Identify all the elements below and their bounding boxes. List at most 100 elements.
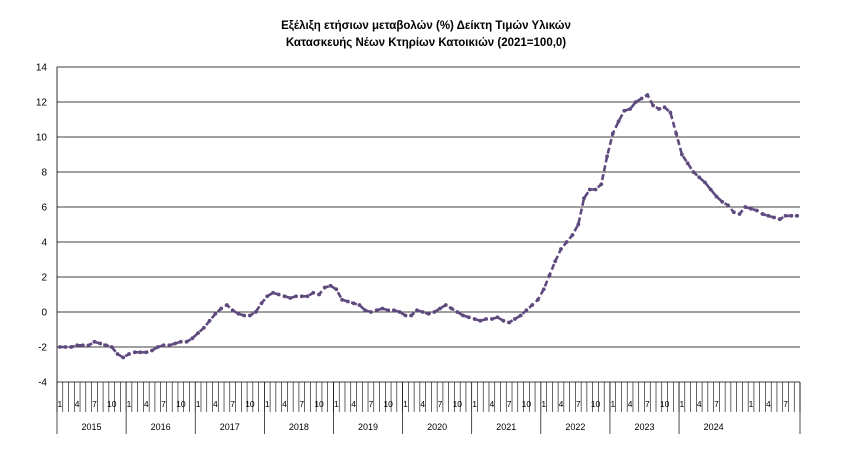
data-point (104, 343, 108, 348)
data-point (225, 303, 229, 307)
data-point (311, 290, 316, 295)
x-month-label: 10 (314, 399, 324, 409)
x-month-label: 7 (230, 399, 235, 409)
data-point (253, 310, 258, 314)
data-point (161, 343, 166, 348)
data-point (754, 208, 759, 213)
x-month-label: 7 (161, 399, 166, 409)
data-point (697, 175, 702, 180)
x-month-label: 10 (383, 399, 393, 409)
x-month-label: 7 (92, 399, 97, 409)
data-point (668, 110, 673, 115)
x-month-label: 1 (541, 399, 546, 409)
data-point (357, 303, 362, 307)
data-point (789, 213, 794, 218)
data-point (576, 222, 581, 227)
data-point (190, 336, 195, 341)
x-year-label: 2017 (220, 422, 240, 432)
data-point (351, 301, 356, 306)
data-point (242, 313, 247, 318)
data-point (178, 339, 183, 344)
y-tick-label: -4 (38, 378, 47, 389)
data-point (587, 187, 592, 192)
data-point (265, 294, 270, 299)
data-point (58, 345, 62, 349)
x-month-label: 4 (697, 399, 702, 409)
data-point (75, 343, 80, 348)
data-point (144, 350, 149, 355)
data-point (610, 131, 615, 136)
data-point (651, 103, 655, 108)
data-point (501, 318, 506, 323)
x-month-label: 4 (351, 399, 356, 409)
x-month-label: 10 (107, 399, 117, 409)
data-point (374, 308, 379, 313)
data-point (466, 315, 471, 320)
data-point (317, 292, 321, 297)
data-point (386, 308, 391, 313)
data-point (478, 318, 483, 323)
data-point (207, 318, 212, 323)
data-point (662, 105, 667, 110)
data-point (639, 96, 644, 101)
x-year-label: 2016 (151, 422, 171, 432)
data-point (708, 187, 713, 192)
data-point (340, 297, 344, 302)
data-point (599, 182, 604, 187)
data-point (553, 259, 558, 264)
x-year-label: 2024 (704, 422, 724, 432)
data-point (196, 331, 201, 335)
data-point (726, 203, 730, 208)
data-point (564, 240, 569, 244)
data-point (680, 152, 684, 157)
data-point (282, 294, 287, 299)
data-point (132, 350, 137, 355)
data-point (299, 294, 304, 299)
x-month-label: 10 (660, 399, 670, 409)
data-point (69, 345, 74, 349)
data-point (622, 108, 627, 113)
y-tick-label: 4 (41, 238, 47, 249)
data-point (438, 306, 442, 311)
x-month-label: 7 (438, 399, 443, 409)
x-month-label: 10 (522, 399, 532, 409)
chart-title-line-2: Κατασκευής Νέων Κτηρίων Κατοικιών (2021=… (285, 37, 567, 49)
data-point (513, 317, 517, 321)
data-point (173, 341, 178, 346)
data-point (167, 343, 172, 348)
x-year-label: 2020 (427, 422, 447, 432)
data-point (455, 310, 460, 314)
data-point (495, 315, 500, 320)
data-point (605, 154, 609, 159)
x-month-label: 4 (766, 399, 771, 409)
y-tick-label: 0 (41, 308, 47, 319)
y-tick-label: 14 (36, 63, 48, 74)
data-point (714, 194, 719, 199)
data-point (657, 107, 661, 111)
data-point (121, 355, 126, 360)
x-month-label: 7 (369, 399, 374, 409)
x-month-label: 4 (213, 399, 218, 409)
x-month-label: 4 (489, 399, 494, 409)
data-point (472, 317, 477, 321)
data-point (570, 233, 575, 237)
x-month-label: 10 (453, 399, 463, 409)
x-month-label: 10 (591, 399, 601, 409)
data-point (737, 212, 742, 216)
data-point (731, 210, 736, 215)
y-tick-label: 6 (41, 203, 47, 214)
x-month-label: 4 (628, 399, 633, 409)
data-point (346, 299, 350, 304)
x-month-label: 4 (75, 399, 80, 409)
data-point (219, 306, 224, 311)
data-point (213, 311, 218, 316)
x-month-label: 7 (714, 399, 719, 409)
chart-title-line-1: Εξέλιξη ετήσιων μεταβολών (%) Δείκτη Τιμ… (281, 20, 571, 32)
data-point (582, 196, 586, 201)
data-point (184, 339, 189, 344)
data-point (559, 247, 563, 251)
chart-title: Εξέλιξη ετήσιων μεταβολών (%) Δείκτη Τιμ… (0, 18, 852, 52)
data-point (432, 310, 437, 314)
data-point (138, 350, 143, 355)
